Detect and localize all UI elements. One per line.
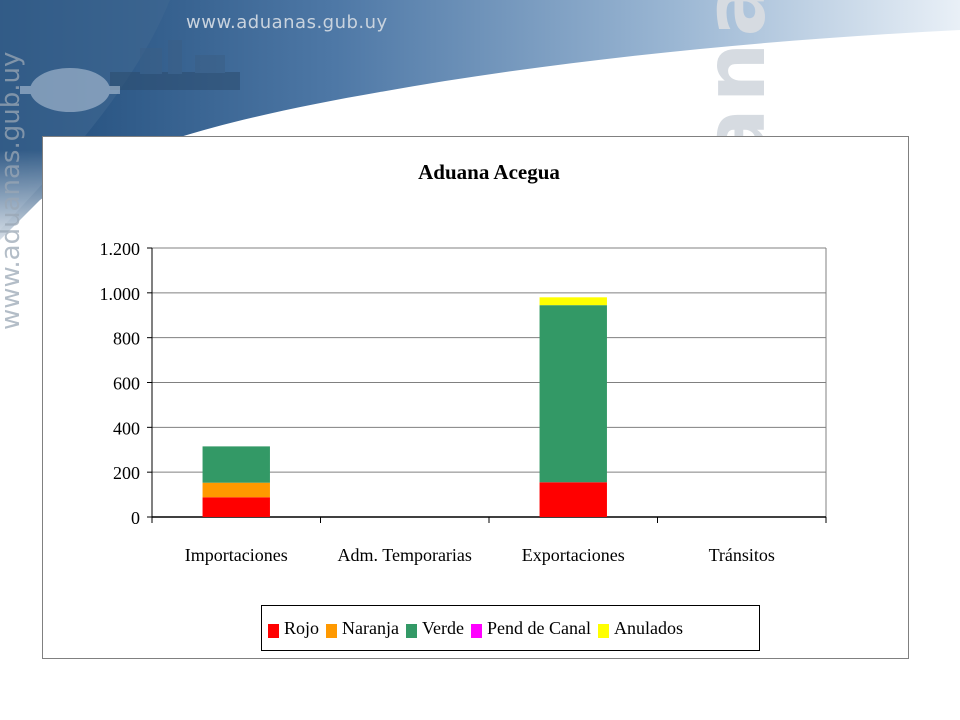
y-tick-label: 0 xyxy=(131,508,140,528)
chart-title: Aduana Acegua xyxy=(418,160,560,184)
legend-label: Rojo xyxy=(284,617,320,638)
legend-swatch xyxy=(405,623,417,638)
y-tick-label: 1.200 xyxy=(100,239,141,259)
x-tick-label: Importaciones xyxy=(185,545,288,565)
legend-item: Verde xyxy=(405,617,464,639)
legend-label: Naranja xyxy=(342,617,399,638)
bar-segment xyxy=(202,446,270,483)
legend-label: Pend de Canal xyxy=(486,617,591,638)
airplane-silhouette xyxy=(20,68,120,112)
bar-segment xyxy=(202,482,270,498)
y-tick-label: 1.000 xyxy=(100,284,141,304)
y-tick-label: 600 xyxy=(113,374,140,394)
chart-area: Aduana Acegua 0 200 400 600 800 1.000 1.200 Impo… xyxy=(42,136,909,659)
bar-segment xyxy=(539,305,607,483)
legend-swatch xyxy=(268,623,279,638)
legend-label: Verde xyxy=(421,617,464,638)
x-tick-label: Exportaciones xyxy=(522,545,625,565)
legend-item: Anulados xyxy=(597,617,683,639)
legend-swatch xyxy=(597,623,609,638)
site-url: www.aduanas.gub.uy xyxy=(186,12,388,33)
legend-item: Pend de Canal xyxy=(470,617,591,639)
legend-label: Anulados xyxy=(613,617,683,638)
legend-item: Rojo xyxy=(268,618,319,639)
bar-segment xyxy=(539,482,607,517)
legend-swatch xyxy=(326,623,338,638)
chart-legend: Rojo Naranja Verde Pend de Canal Anulados xyxy=(261,605,760,651)
side-url-watermark: www.aduanas.gub.uy xyxy=(0,51,26,330)
bar-segment xyxy=(202,497,270,517)
legend-item: Naranja xyxy=(326,618,399,639)
x-tick-label: Tránsitos xyxy=(709,545,775,565)
chart-canvas: Aduana Acegua 0 200 400 600 800 1.000 1.200 Impo… xyxy=(100,160,827,565)
legend-swatch xyxy=(470,623,482,638)
ship-silhouette xyxy=(110,40,240,90)
bar-segment xyxy=(539,297,607,306)
y-tick-label: 800 xyxy=(113,329,140,349)
x-tick-label: Adm. Temporarias xyxy=(338,545,472,565)
y-tick-label: 200 xyxy=(113,463,140,483)
y-tick-label: 400 xyxy=(113,418,140,438)
